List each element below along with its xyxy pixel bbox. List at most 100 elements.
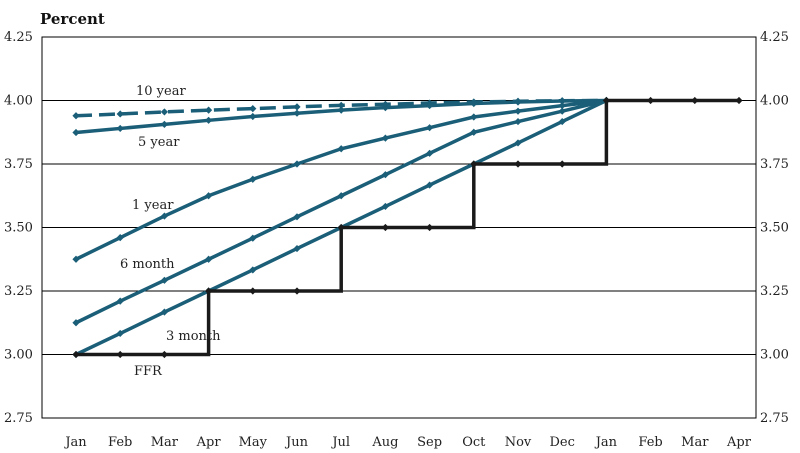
x-tick-label: May (239, 435, 268, 450)
series-label: 1 year (132, 198, 174, 213)
data-point (205, 255, 213, 263)
data-point (558, 97, 566, 105)
data-point (470, 128, 478, 136)
data-point (293, 244, 301, 253)
y-tick-label-left: 3.75 (4, 157, 33, 172)
y-tick-label-right: 3.00 (760, 348, 789, 363)
y-tick-label-left: 4.00 (4, 94, 33, 109)
series-line (76, 98, 739, 357)
y-axis-label: Percent (40, 10, 105, 28)
x-tick-label: Sep (417, 435, 442, 450)
data-point (249, 112, 257, 121)
data-point (205, 106, 213, 114)
data-point (160, 108, 168, 116)
y-tick-label-right: 3.50 (760, 221, 789, 236)
data-point (116, 110, 124, 118)
data-point (116, 124, 124, 133)
series-layer (72, 96, 743, 359)
data-point (514, 117, 522, 126)
x-tick-label: Mar (681, 435, 709, 450)
data-point (249, 234, 257, 242)
data-point (381, 104, 389, 112)
data-point (249, 266, 257, 274)
data-point (337, 145, 345, 153)
data-point (470, 160, 478, 168)
data-point (691, 96, 699, 105)
data-point (426, 181, 434, 189)
data-point (160, 120, 168, 128)
data-point (514, 98, 522, 106)
data-point (72, 319, 80, 327)
data-point (381, 171, 389, 179)
y-tick-label-left: 3.25 (4, 284, 33, 299)
x-tick-label: Feb (638, 435, 662, 450)
data-point (514, 139, 522, 147)
data-point (116, 234, 124, 242)
x-tick-label: Jan (63, 435, 87, 450)
x-tick-label: Apr (196, 435, 222, 450)
series-5-year (72, 96, 610, 137)
data-point (470, 113, 478, 121)
data-point (249, 175, 257, 183)
x-tick-label: Nov (505, 435, 532, 450)
data-point (72, 255, 80, 263)
data-point (72, 112, 80, 120)
x-tick-label: Dec (549, 435, 574, 450)
series-label: 3 month (166, 329, 221, 344)
data-point (381, 223, 389, 232)
x-tick-label: Jun (284, 435, 309, 450)
y-tick-label-left: 2.75 (4, 411, 33, 426)
y-tick-label-right: 3.25 (760, 284, 789, 299)
data-point (426, 124, 434, 132)
y-tick-label-left: 3.00 (4, 348, 33, 363)
data-point (558, 101, 566, 110)
data-point (116, 329, 124, 338)
x-tick-label: Aug (371, 435, 398, 450)
plot-frame (41, 36, 757, 419)
data-point (337, 192, 345, 200)
series-1-year (72, 96, 610, 263)
data-point (205, 287, 213, 295)
data-point (647, 96, 655, 105)
data-point (558, 117, 566, 126)
y-tick-label-left: 3.50 (4, 221, 33, 236)
data-point (249, 105, 257, 113)
data-point (205, 116, 213, 124)
data-point (381, 134, 389, 142)
y-tick-label-right: 4.00 (760, 94, 789, 109)
y-axis-left-ticks: 2.75 3.00 3.25 3.50 3.75 4.00 4.25 (4, 30, 33, 426)
y-axis-right-ticks: 2.75 3.00 3.25 3.50 3.75 4.00 4.25 (760, 30, 789, 426)
data-point (426, 101, 434, 110)
series-label: 6 month (120, 257, 175, 272)
data-point (72, 128, 80, 137)
x-axis-ticks: Jan Feb Mar Apr May Jun Jul Aug Sep Oct Nov Dec Jan F… (63, 435, 751, 450)
data-point (426, 149, 434, 157)
data-point (116, 297, 124, 305)
series-label: 5 year (138, 135, 180, 150)
data-point (381, 202, 389, 211)
data-point (337, 106, 345, 114)
series-label: 10 year (136, 84, 186, 99)
data-point (602, 96, 610, 105)
data-point (293, 287, 301, 295)
x-tick-label: Mar (151, 435, 179, 450)
data-point (249, 287, 257, 295)
series-labels: 10 year 5 year 1 year 6 month 3 month FFR (120, 84, 221, 379)
data-point (514, 160, 522, 168)
data-point (337, 101, 345, 109)
data-point (72, 350, 80, 359)
series-label: FFR (134, 364, 163, 379)
x-tick-label: Feb (108, 435, 132, 450)
data-point (337, 223, 345, 232)
data-point (470, 99, 478, 108)
data-point (160, 350, 168, 359)
y-tick-label-left: 4.25 (4, 30, 33, 45)
x-tick-label: Apr (726, 435, 752, 450)
y-tick-label-right: 2.75 (760, 411, 789, 426)
data-point (426, 223, 434, 232)
data-point (205, 192, 213, 200)
y-tick-label-right: 4.25 (760, 30, 789, 45)
x-tick-label: Oct (462, 435, 486, 450)
x-tick-label: Jul (330, 435, 350, 450)
